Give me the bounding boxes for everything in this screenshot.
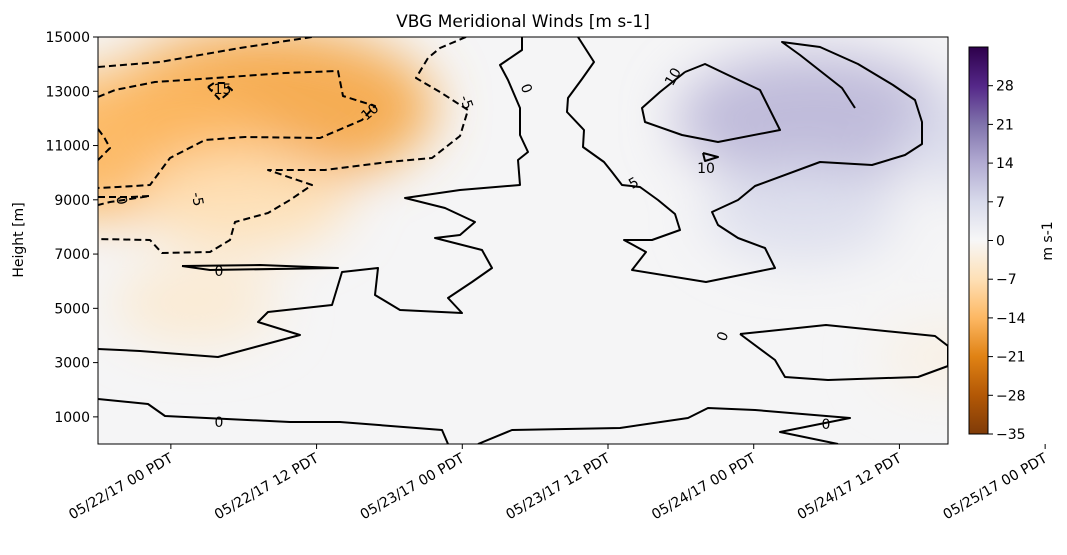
contour-label: 0 (822, 417, 831, 433)
contour-line-neg5-a (98, 37, 313, 68)
colorbar-tick-label: 7 (996, 195, 1005, 211)
contour-line-neg15-b (207, 82, 233, 101)
contour-line-neg15-a (98, 128, 111, 161)
contour-line-zero-c (98, 398, 449, 444)
colorbar-tick-label: 0 (996, 234, 1005, 250)
chart-title: VBG Meridional Winds [m s-1] (396, 12, 650, 32)
contour-label: -5 (188, 191, 206, 208)
y-tick-label: 13000 (45, 84, 90, 100)
y-tick-label: 7000 (54, 247, 90, 263)
colorbar-tick-label: −21 (996, 350, 1026, 366)
colorbar-tick-label: −14 (996, 311, 1026, 327)
contour-label: 0 (215, 264, 224, 280)
colorbar-scale (968, 46, 989, 435)
colorbar-tick-label: −28 (996, 388, 1026, 404)
x-tick-label: 05/23/17 00 PDT (358, 450, 468, 523)
contour-line-zero-a (98, 37, 529, 358)
colorbar-label: m s-1 (1040, 221, 1056, 260)
x-tick-label: 05/24/17 00 PDT (649, 450, 759, 523)
colorbar-tick-label: −7 (996, 272, 1017, 288)
contour-label: 10 (697, 161, 715, 177)
contour-label: -15 (209, 82, 232, 98)
contour-label: 10 (662, 65, 685, 88)
y-tick-label: 1000 (54, 410, 90, 426)
contour-line-five (566, 37, 923, 283)
y-tick-label: 15000 (45, 30, 90, 46)
contour-line-zero-d (477, 407, 851, 444)
colorbar-tick-label: 28 (996, 79, 1014, 95)
contour-line-neg5-b (98, 37, 469, 254)
wind-field-mid-positive (705, 166, 900, 261)
contour-line-ten-b (702, 152, 719, 162)
y-tick-label: 5000 (54, 301, 90, 317)
wind-field-upper-positive-core (675, 52, 948, 185)
x-axis: 05/22/17 00 PDT 05/22/17 12 PDT 05/23/17 0… (66, 444, 1051, 523)
wind-field-mid-negative-west (139, 149, 348, 251)
y-tick-label: 9000 (54, 193, 90, 209)
contour-line-zero-b (181, 264, 339, 271)
wind-field-lower-negative-west (112, 262, 279, 344)
contour-label: -5 (456, 93, 476, 112)
x-tick-label: 05/22/17 12 PDT (212, 450, 322, 523)
contour-line-zero-e (739, 324, 948, 381)
colorbar-tick-label: 21 (996, 117, 1014, 133)
contour-line-neg10-a (98, 70, 376, 189)
colorbar: −35 −28 −21 −14 −7 0 7 14 21 28 m s-1 (968, 46, 1056, 443)
x-tick-label: 05/24/17 12 PDT (795, 450, 905, 523)
plot-frame (97, 36, 949, 445)
y-axis-label: Height [m] (11, 202, 27, 277)
colorbar-ticks: −35 −28 −21 −14 −7 0 7 14 21 28 (988, 79, 1026, 443)
colorbar-tick-label: −35 (996, 427, 1026, 443)
wind-field-east-positive (899, 104, 948, 187)
colorbar-tick-label: 14 (996, 156, 1014, 172)
y-axis: 1000 3000 5000 7000 9000 11000 13000 15000 (45, 30, 98, 426)
contour-line-ten-a (641, 63, 781, 143)
contour-label: 0 (215, 415, 224, 431)
contour-label: 0 (112, 195, 129, 207)
wind-field (98, 37, 948, 444)
wind-field-low-negative-east (879, 322, 948, 392)
contour-lines (98, 37, 948, 444)
x-tick-label: 05/23/17 12 PDT (503, 450, 613, 523)
x-tick-label: 05/22/17 00 PDT (66, 450, 176, 523)
y-tick-label: 11000 (45, 139, 90, 155)
x-tick-label: 05/25/17 00 PDT (940, 450, 1050, 523)
y-tick-label: 3000 (54, 356, 90, 372)
